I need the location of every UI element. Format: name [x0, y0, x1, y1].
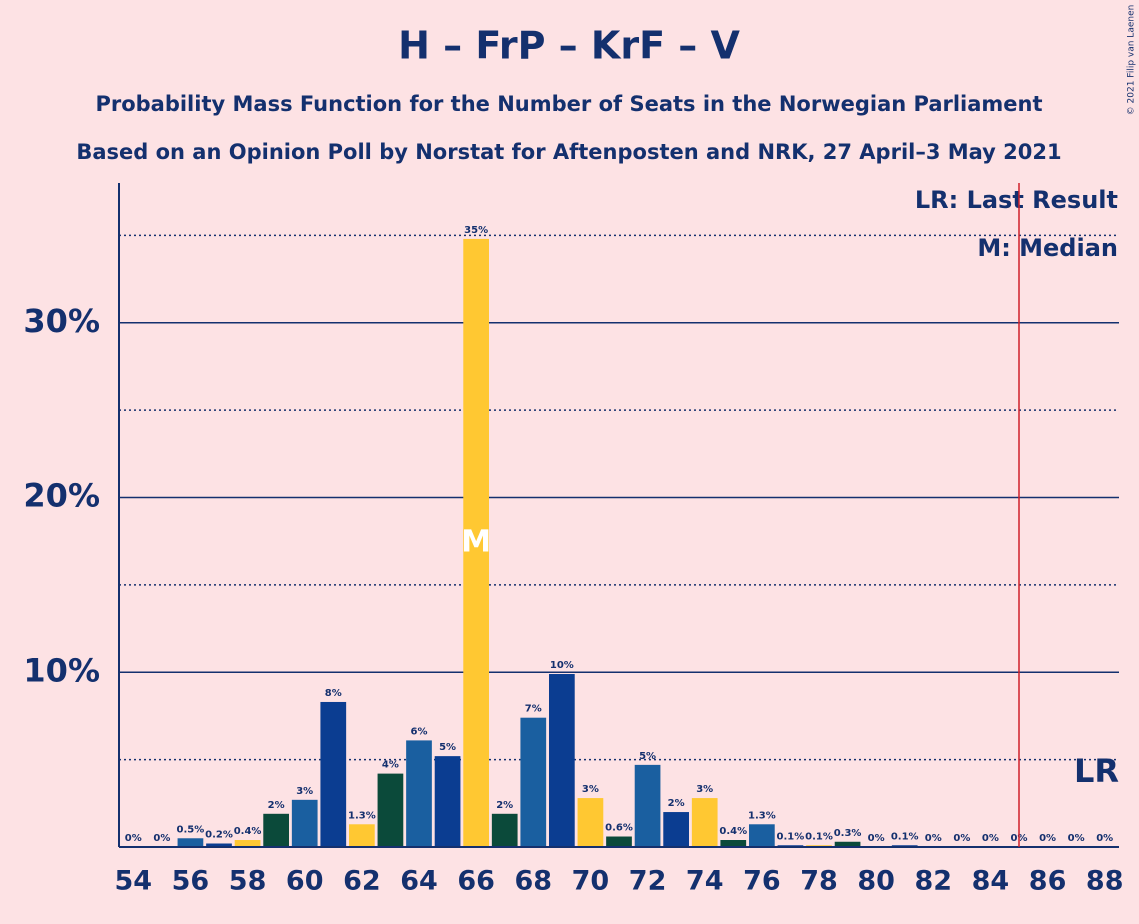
- bar: [549, 674, 575, 847]
- value-label: 0%: [925, 833, 942, 844]
- bar: [206, 843, 232, 847]
- chart-subtitle: Probability Mass Function for the Number…: [95, 92, 1042, 116]
- y-tick-label: 10%: [23, 651, 100, 689]
- x-tick-label: 62: [343, 866, 381, 897]
- value-label: 2%: [496, 800, 513, 811]
- x-tick-label: 58: [229, 866, 267, 897]
- bar: [434, 756, 461, 847]
- x-tick-label: 76: [743, 866, 781, 897]
- value-label: 1.3%: [348, 810, 376, 821]
- chart-title: H – FrP – KrF – V: [398, 24, 740, 68]
- x-tick-label: 78: [800, 866, 838, 897]
- x-tick-label: 86: [1029, 866, 1067, 897]
- bar: [291, 799, 318, 847]
- x-tick-label: 68: [514, 866, 552, 897]
- x-tick-label: 54: [114, 866, 152, 897]
- x-tick-label: 88: [1086, 866, 1124, 897]
- bar: [577, 798, 604, 847]
- copyright: © 2021 Filip van Laenen: [1127, 5, 1137, 116]
- x-tick-label: 82: [914, 866, 952, 897]
- y-tick-label: 30%: [23, 302, 100, 340]
- bar: [177, 838, 204, 847]
- y-tick-label: 20%: [23, 477, 100, 515]
- bar: [377, 773, 404, 847]
- bar: [263, 813, 289, 847]
- x-tick-label: 80: [857, 866, 895, 897]
- x-tick-label: 84: [972, 866, 1010, 897]
- x-tick-label: 72: [629, 866, 667, 897]
- value-label: 4%: [382, 760, 399, 771]
- bar: [606, 836, 632, 847]
- bar: [491, 813, 518, 847]
- value-label: 0.4%: [234, 826, 262, 837]
- value-label: 3%: [696, 784, 713, 795]
- value-label: 0%: [1068, 833, 1085, 844]
- value-label: 6%: [411, 726, 428, 737]
- value-label: 10%: [550, 660, 574, 671]
- bar: [320, 701, 347, 847]
- bar: [349, 824, 375, 847]
- value-label: 3%: [296, 786, 313, 797]
- bar: [691, 798, 718, 847]
- x-tick-label: 74: [686, 866, 724, 897]
- value-label: 0.1%: [891, 831, 919, 842]
- bar: [834, 841, 861, 847]
- value-label: 1.3%: [748, 810, 776, 821]
- value-label: 3%: [582, 784, 599, 795]
- value-label: 0.6%: [605, 823, 633, 834]
- bar: [749, 824, 775, 847]
- bar: [234, 840, 261, 847]
- x-tick-label: 66: [457, 866, 495, 897]
- x-tick-label: 64: [400, 866, 438, 897]
- legend-entry: LR: Last Result: [915, 186, 1118, 214]
- value-label: 0%: [868, 833, 885, 844]
- bar: [663, 812, 689, 847]
- median-marker: M: [461, 524, 491, 559]
- value-label: 0%: [982, 833, 999, 844]
- value-label: 0.4%: [719, 826, 747, 837]
- value-label: 7%: [525, 704, 542, 715]
- bar: [406, 740, 432, 847]
- value-label: 0.5%: [177, 824, 205, 835]
- last-result-label: LR: [1074, 752, 1119, 790]
- value-label: 2%: [268, 800, 285, 811]
- value-label: 8%: [325, 688, 342, 699]
- bar: [720, 840, 747, 847]
- value-label: 35%: [464, 225, 488, 236]
- x-tick-label: 60: [286, 866, 324, 897]
- bar: [520, 717, 547, 847]
- value-label: 2%: [668, 798, 685, 809]
- value-label: 0.3%: [834, 828, 862, 839]
- value-label: 0.1%: [805, 831, 833, 842]
- x-tick-label: 56: [172, 866, 210, 897]
- value-label: 5%: [439, 742, 456, 753]
- legend-entry: M: Median: [977, 234, 1118, 262]
- value-label: 0%: [953, 833, 970, 844]
- value-label: 0%: [153, 833, 170, 844]
- value-label: 0%: [1039, 833, 1056, 844]
- bar: [634, 764, 661, 847]
- chart-subtitle: Based on an Opinion Poll by Norstat for …: [76, 140, 1061, 164]
- value-label: 0%: [125, 833, 142, 844]
- value-label: 0%: [1096, 833, 1113, 844]
- bar: [463, 238, 489, 848]
- value-label: 0.2%: [205, 830, 233, 841]
- value-label: 5%: [639, 751, 656, 762]
- x-tick-label: 70: [572, 866, 610, 897]
- value-label: 0.1%: [777, 831, 805, 842]
